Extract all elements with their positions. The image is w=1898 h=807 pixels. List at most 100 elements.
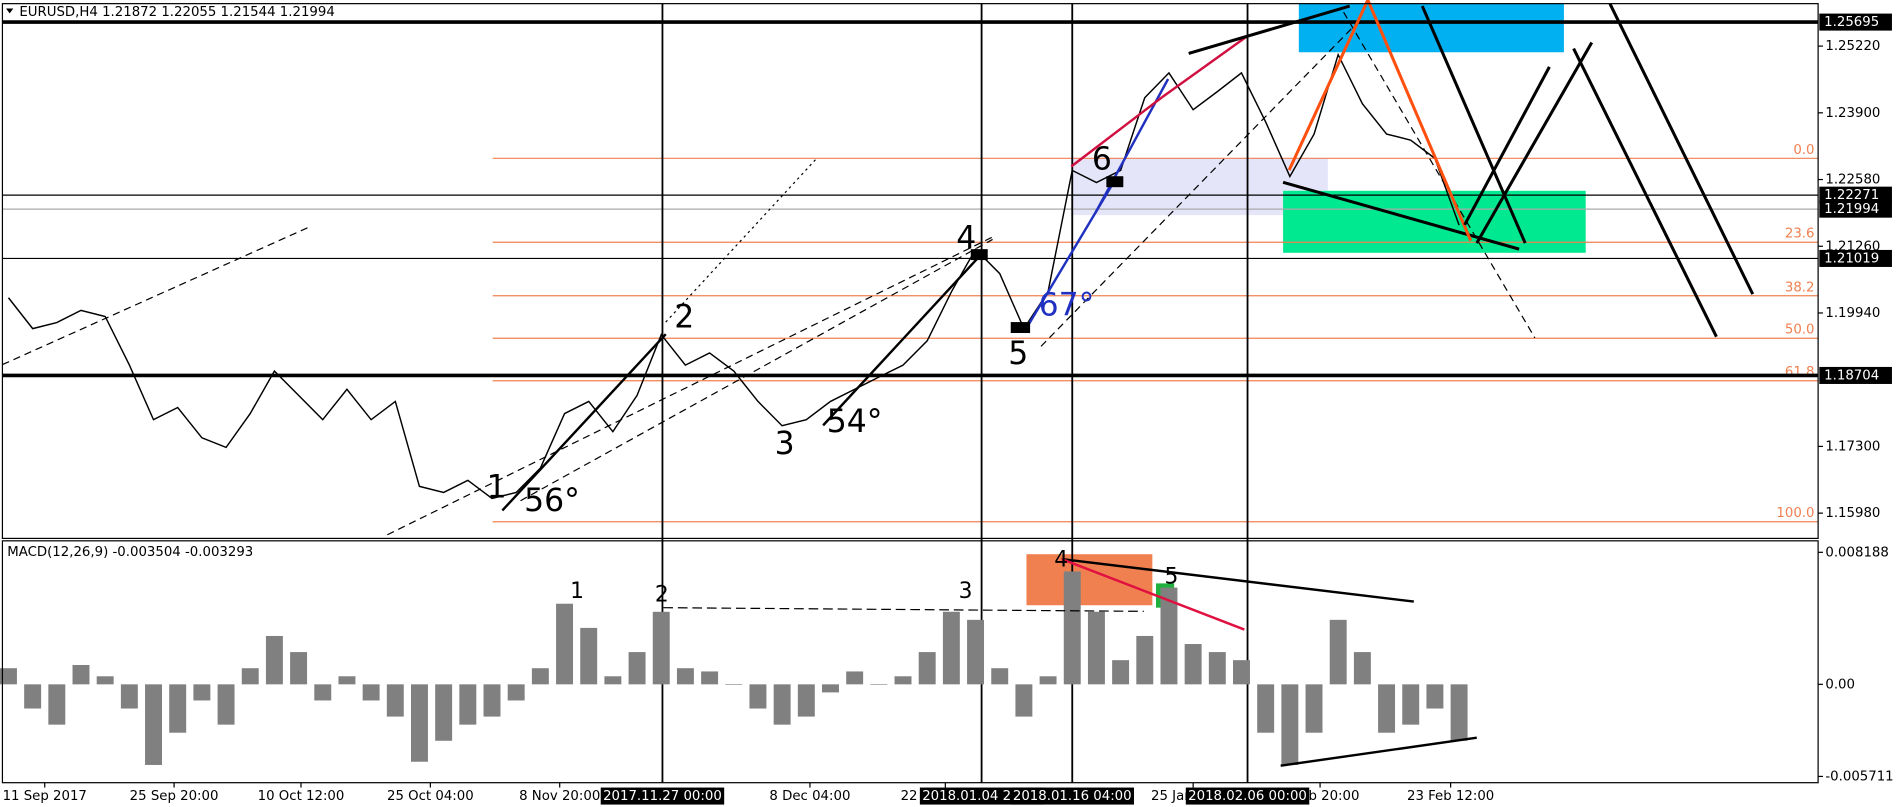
- x-label-box: [600, 787, 725, 805]
- x-tick-label: 25 Oct 04:00: [387, 789, 474, 804]
- trendline: [665, 157, 818, 323]
- menu-icon[interactable]: [6, 8, 14, 14]
- trendline: [663, 607, 1144, 612]
- x-tick-label: 11 Sep 2017: [3, 789, 87, 804]
- wave-label: 2: [674, 299, 694, 335]
- fib-label: 38.2: [1785, 280, 1815, 295]
- trendline: [2, 226, 309, 366]
- y-tick-label: 1.17300: [1825, 439, 1880, 454]
- macd-bar: [1426, 684, 1444, 709]
- macd-bar: [217, 684, 235, 725]
- macd-bar: [628, 652, 646, 685]
- fib-label: 100.0: [1776, 506, 1814, 521]
- y-tick-label: 0.00: [1825, 677, 1855, 692]
- macd-bar: [362, 684, 380, 701]
- y-tick-label: 1.22580: [1825, 173, 1880, 188]
- macd-bar: [193, 684, 211, 701]
- macd-bar: [96, 676, 114, 685]
- macd-bar: [846, 671, 864, 685]
- y-tick-label: 1.25220: [1825, 39, 1880, 54]
- macd-bar: [483, 684, 501, 717]
- drawings: [2, 0, 1755, 767]
- macd-bar: [290, 652, 308, 685]
- macd-bar: [338, 676, 356, 685]
- wave-label: 1: [570, 579, 584, 604]
- x-tick-label: 25 Sep 20:00: [130, 789, 219, 804]
- macd-bar: [580, 627, 598, 685]
- macd-bar: [1087, 611, 1105, 685]
- macd-bar: [24, 684, 42, 709]
- macd-bar: [676, 668, 694, 685]
- macd-bar: [991, 668, 1009, 685]
- trendline: [1188, 4, 1351, 55]
- x-tick-label: 23 Feb 12:00: [1407, 789, 1494, 804]
- trendline: [501, 333, 667, 512]
- macd-bar: [1063, 571, 1081, 685]
- trendline: [1343, 11, 1536, 339]
- macd-bar: [894, 676, 912, 685]
- macd-bar: [1233, 660, 1250, 685]
- price-label-box: [1819, 186, 1892, 204]
- trendline: [1061, 557, 1245, 631]
- panel-border: [1, 3, 1819, 540]
- macd-bar: [1160, 587, 1178, 685]
- macd-bar: [459, 684, 477, 725]
- fib-label: 61.8: [1785, 365, 1815, 380]
- macd-bar: [411, 684, 428, 762]
- macd-bar: [725, 684, 743, 685]
- trendline: [1161, 35, 1248, 99]
- price-label: 1.18704: [1824, 368, 1879, 383]
- y-tick-label: 1.23900: [1825, 106, 1880, 121]
- macd-bar: [120, 684, 138, 709]
- macd-bar: [556, 603, 574, 685]
- labels: 1 2 3 4 5 6 56° 54° 67° 1 2 3 4 5 EURUSD…: [6, 5, 1178, 608]
- price-line: [7, 52, 1460, 500]
- grid: 0.0 23.6 38.2 50.0 61.8 100.0: [2, 3, 1819, 783]
- macd-bar: [507, 684, 525, 701]
- panel-border: [1, 540, 1819, 784]
- macd-bar: [1015, 684, 1033, 717]
- angle-label: 56°: [524, 483, 580, 519]
- trendline: [1572, 47, 1718, 338]
- macd-bar: [1039, 676, 1057, 685]
- macd-bar: [0, 668, 17, 685]
- price-label: 1.21019: [1824, 251, 1879, 266]
- price-label: 1.22271: [1824, 188, 1879, 203]
- x-tick-label: 10 Oct 12:00: [258, 789, 345, 804]
- macd-bar: [967, 619, 985, 685]
- trendline: [1366, 0, 1473, 242]
- trendline: [1420, 5, 1527, 244]
- price-label-box: [1819, 249, 1892, 267]
- trendline: [520, 238, 993, 502]
- macd-bar: [1281, 684, 1299, 765]
- macd-bar: [435, 684, 453, 741]
- trendline: [1061, 557, 1414, 603]
- trendline: [1070, 96, 1163, 168]
- x-tick-label: 8 Nov 20:00: [519, 789, 600, 804]
- series: [0, 52, 1468, 765]
- frame: [1, 3, 1819, 784]
- macd-bar: [1450, 684, 1468, 741]
- macd-bar: [1329, 619, 1347, 685]
- macd-bar: [749, 684, 767, 709]
- angle-label: 67°: [1039, 287, 1095, 323]
- wave-label: 1: [487, 470, 507, 506]
- wave-label: 6: [1092, 141, 1112, 177]
- macd-bar: [797, 684, 815, 717]
- x-highlight-label: 2017.11.27 00:00: [603, 789, 722, 804]
- trendline: [1475, 41, 1594, 244]
- marker: [970, 249, 988, 261]
- wave-label: 4: [1054, 547, 1068, 572]
- macd-bar: [604, 676, 622, 685]
- wave-label: 4: [956, 220, 976, 256]
- macd-bar: [652, 611, 670, 685]
- macd-bar: [72, 664, 90, 685]
- macd-bar: [1353, 652, 1371, 685]
- macd-bar: [169, 684, 187, 733]
- x-highlight-label: 2018.02.06 00:00: [1188, 789, 1307, 804]
- macd-bar: [701, 671, 719, 685]
- price-label: 1.21994: [1824, 202, 1879, 217]
- macd-bar: [942, 611, 960, 685]
